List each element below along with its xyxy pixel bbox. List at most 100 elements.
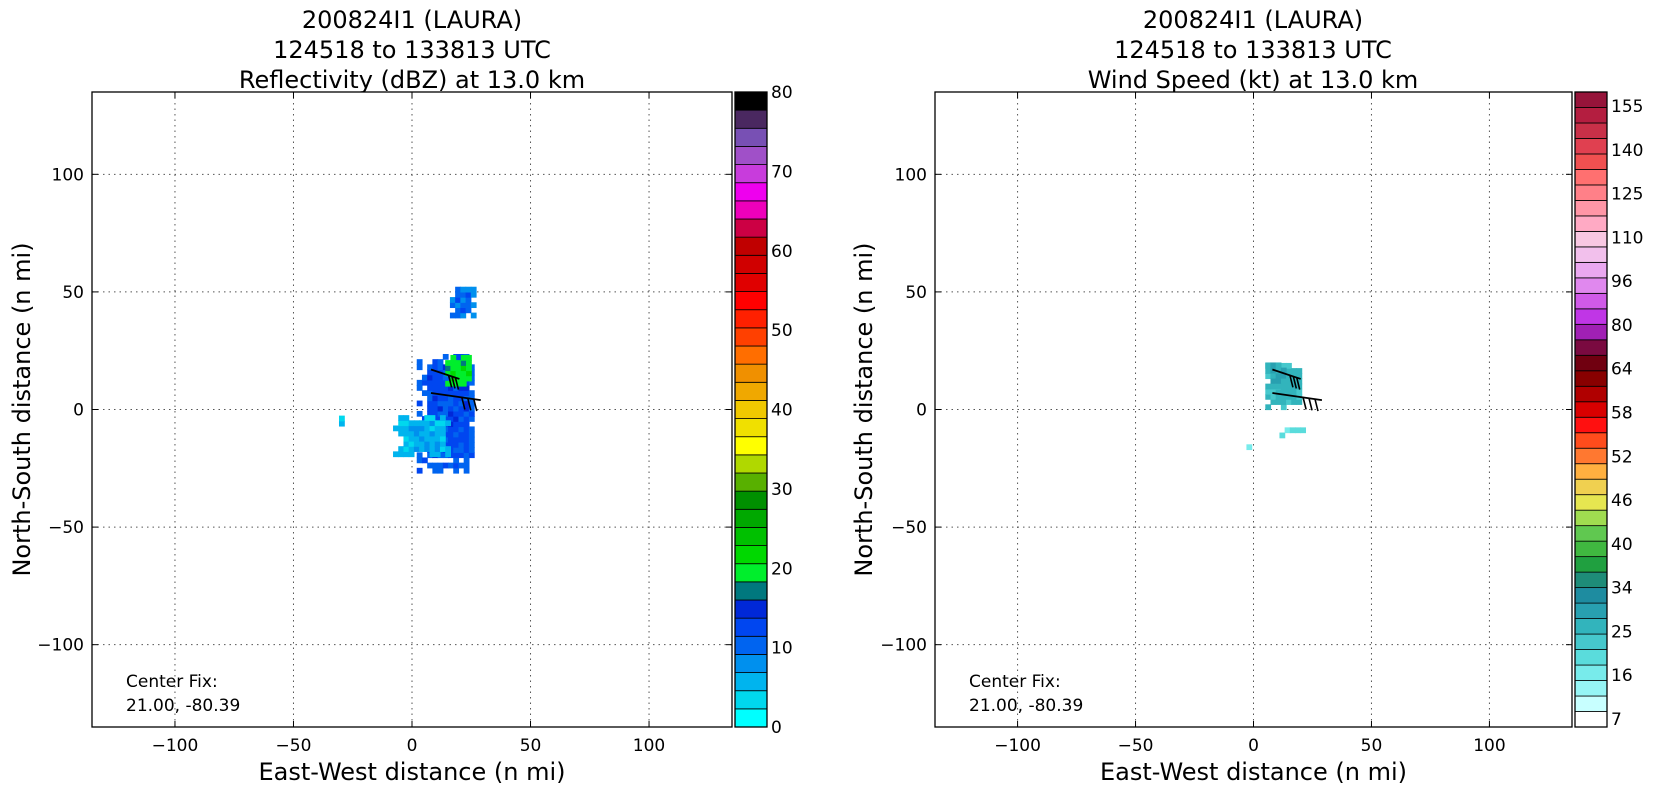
colorbar-segment bbox=[734, 146, 768, 165]
echo-cell bbox=[1286, 377, 1292, 384]
echo-cell bbox=[419, 430, 425, 437]
echo-cell bbox=[398, 446, 405, 452]
echo-cell bbox=[427, 395, 433, 402]
echo-cell bbox=[416, 410, 423, 417]
echo-cell bbox=[470, 286, 477, 293]
echo-cell bbox=[419, 420, 425, 427]
colorbar-segment bbox=[1574, 323, 1608, 341]
echo-cell bbox=[1275, 362, 1282, 369]
echo-cell bbox=[437, 410, 444, 417]
echo-cell bbox=[463, 410, 470, 417]
y-tick-label: −50 bbox=[891, 518, 927, 538]
colorbar-segment bbox=[734, 363, 768, 383]
colorbar-segment bbox=[734, 254, 768, 274]
echo-cell bbox=[442, 390, 449, 396]
echo-cell bbox=[1270, 399, 1277, 405]
echo-cell bbox=[450, 360, 457, 366]
echo-cell bbox=[442, 374, 449, 381]
echo-cell bbox=[458, 410, 465, 417]
echo-cell bbox=[458, 431, 465, 438]
echo-cell bbox=[403, 430, 410, 437]
echo-cell bbox=[445, 420, 451, 427]
echo-cell bbox=[453, 457, 460, 464]
echo-cell bbox=[1275, 383, 1282, 389]
echo-cell bbox=[1286, 362, 1292, 369]
echo-cell bbox=[466, 360, 472, 366]
echo-cell bbox=[468, 436, 475, 443]
echo-cell bbox=[463, 426, 470, 433]
colorbar-segment bbox=[734, 545, 768, 565]
echo-cell bbox=[437, 390, 444, 396]
echo-cell bbox=[427, 369, 433, 376]
wind-barb-shaft bbox=[430, 368, 460, 380]
echo-cell bbox=[432, 405, 439, 412]
echo-cell bbox=[1291, 399, 1298, 405]
colorbar-segment bbox=[734, 617, 768, 637]
echo-cell bbox=[437, 405, 444, 412]
colorbar-segment bbox=[1574, 215, 1608, 232]
echo-cell bbox=[424, 420, 431, 427]
echo-cell bbox=[458, 421, 465, 428]
wind-barb-flag bbox=[472, 398, 478, 412]
x-tick-label: −50 bbox=[276, 736, 312, 756]
echo-cell bbox=[463, 457, 470, 464]
colorbar-segment bbox=[1574, 153, 1608, 170]
echo-cell bbox=[427, 462, 433, 469]
echo-cell bbox=[455, 307, 461, 314]
wind-barb-flag bbox=[447, 375, 453, 388]
y-tick-label: 50 bbox=[62, 283, 84, 303]
echo-cell bbox=[421, 390, 428, 396]
echo-cell bbox=[1265, 368, 1272, 374]
echo-cell bbox=[468, 400, 475, 407]
echo-cell bbox=[432, 410, 439, 417]
echo-cell bbox=[424, 425, 431, 432]
echo-cell bbox=[448, 410, 454, 417]
echo-cell bbox=[416, 379, 423, 386]
echo-cell bbox=[413, 435, 420, 442]
echo-cell bbox=[453, 426, 460, 433]
echo-cell bbox=[453, 431, 460, 438]
echo-cell bbox=[437, 359, 444, 365]
echo-cell bbox=[1289, 427, 1296, 434]
echo-cell bbox=[416, 359, 423, 365]
echo-cell bbox=[434, 451, 441, 458]
echo-cell bbox=[463, 385, 470, 391]
wind-barb bbox=[430, 392, 481, 412]
colorbar-frame bbox=[1574, 91, 1608, 728]
echo-cell bbox=[437, 364, 444, 371]
echo-cell bbox=[1291, 383, 1298, 390]
colorbar-segment bbox=[734, 291, 768, 311]
echo-cell bbox=[453, 462, 460, 469]
echo-cell bbox=[419, 446, 425, 452]
echo-cell bbox=[468, 441, 475, 448]
echo-cell bbox=[463, 416, 470, 422]
echo-cell bbox=[437, 467, 444, 474]
echo-cell bbox=[434, 430, 441, 437]
echo-cell bbox=[448, 395, 454, 402]
colorbar-segment bbox=[1574, 711, 1608, 728]
colorbar-segment bbox=[1574, 556, 1608, 573]
echo-cell bbox=[466, 370, 472, 377]
echo-cell bbox=[432, 462, 439, 469]
y-axis-label: North-South distance (n mi) bbox=[8, 242, 36, 576]
center-fix-value: 21.00, -80.39 bbox=[969, 696, 1083, 716]
echo-cell bbox=[465, 297, 472, 303]
echo-cell bbox=[463, 431, 470, 438]
colorbar-label: 34 bbox=[1611, 579, 1633, 599]
echo-cell bbox=[465, 286, 472, 293]
echo-cell bbox=[432, 374, 439, 381]
colorbar-segment bbox=[734, 654, 768, 673]
colorbar-label: 80 bbox=[1611, 316, 1633, 336]
echo-cell bbox=[1280, 399, 1287, 405]
colorbar-segment bbox=[734, 91, 768, 111]
colorbar-segment bbox=[734, 381, 768, 401]
echo-cell bbox=[445, 365, 451, 372]
x-tick-label: −100 bbox=[994, 736, 1041, 756]
colorbar-segment bbox=[1574, 509, 1608, 527]
y-tick-label: −100 bbox=[880, 636, 927, 656]
echo-cell bbox=[448, 385, 454, 391]
colorbar-label: 125 bbox=[1611, 185, 1643, 205]
echo-cell bbox=[468, 405, 475, 412]
echo-cell bbox=[421, 379, 428, 386]
echo-cell bbox=[403, 420, 410, 427]
